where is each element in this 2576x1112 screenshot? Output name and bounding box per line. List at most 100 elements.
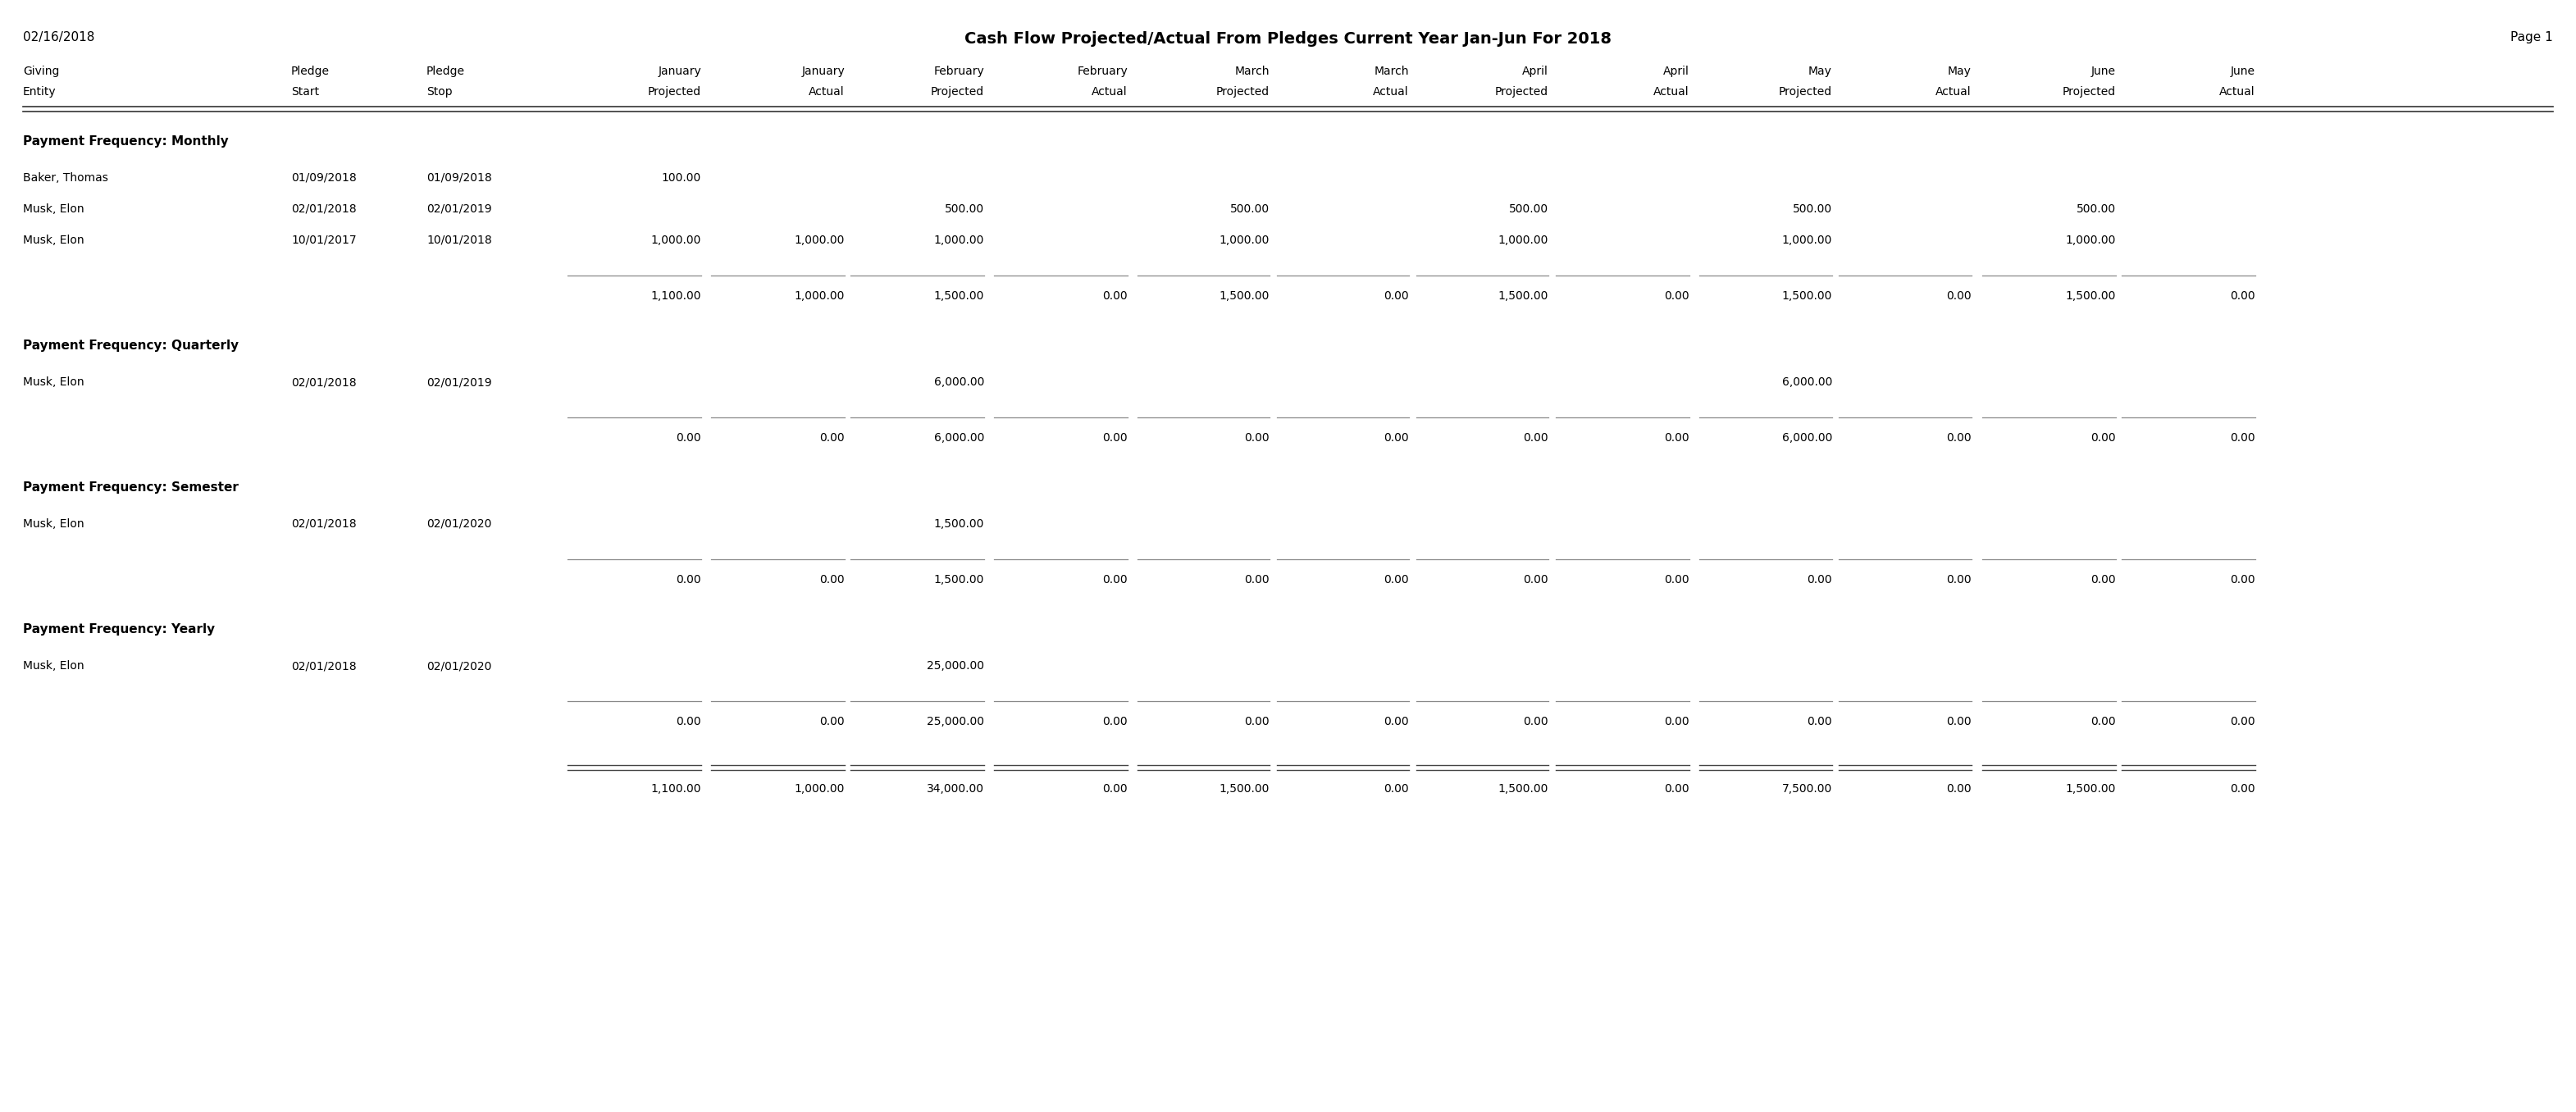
Text: 0.00: 0.00 [1522,574,1548,586]
Text: 500.00: 500.00 [1793,203,1832,215]
Text: Stop: Stop [428,86,453,98]
Text: 0.00: 0.00 [1947,574,1971,586]
Text: 1,000.00: 1,000.00 [1218,235,1270,246]
Text: Actual: Actual [2221,86,2257,98]
Text: 0.00: 0.00 [1383,574,1409,586]
Text: 0.00: 0.00 [675,716,701,727]
Text: 1,500.00: 1,500.00 [2066,290,2115,301]
Text: Musk, Elon: Musk, Elon [23,661,85,672]
Text: May: May [1947,66,1971,77]
Text: June: June [2092,66,2115,77]
Text: Actual: Actual [809,86,845,98]
Text: March: March [1373,66,1409,77]
Text: 01/09/2018: 01/09/2018 [291,172,355,183]
Text: 100.00: 100.00 [662,172,701,183]
Text: Projected: Projected [2063,86,2115,98]
Text: 02/01/2020: 02/01/2020 [428,661,492,672]
Text: 1,000.00: 1,000.00 [935,235,984,246]
Text: 1,500.00: 1,500.00 [1218,290,1270,301]
Text: 1,500.00: 1,500.00 [935,290,984,301]
Text: 1,000.00: 1,000.00 [652,235,701,246]
Text: 0.00: 0.00 [2231,290,2257,301]
Text: 02/01/2019: 02/01/2019 [428,376,492,388]
Text: 0.00: 0.00 [1244,716,1270,727]
Text: 0.00: 0.00 [1664,433,1690,444]
Text: 1,100.00: 1,100.00 [652,783,701,795]
Text: 0.00: 0.00 [1664,783,1690,795]
Text: February: February [933,66,984,77]
Text: 0.00: 0.00 [1664,716,1690,727]
Text: 0.00: 0.00 [2092,716,2115,727]
Text: 500.00: 500.00 [945,203,984,215]
Text: 0.00: 0.00 [1103,574,1128,586]
Text: January: January [801,66,845,77]
Text: 02/16/2018: 02/16/2018 [23,31,95,43]
Text: 1,500.00: 1,500.00 [1499,290,1548,301]
Text: 0.00: 0.00 [1383,290,1409,301]
Text: Musk, Elon: Musk, Elon [23,235,85,246]
Text: 02/01/2018: 02/01/2018 [291,661,355,672]
Text: June: June [2231,66,2257,77]
Text: 1,500.00: 1,500.00 [935,574,984,586]
Text: Payment Frequency: Quarterly: Payment Frequency: Quarterly [23,339,240,351]
Text: Payment Frequency: Monthly: Payment Frequency: Monthly [23,136,229,148]
Text: 0.00: 0.00 [2231,574,2257,586]
Text: Start: Start [291,86,319,98]
Text: 0.00: 0.00 [819,716,845,727]
Text: 500.00: 500.00 [1231,203,1270,215]
Text: January: January [657,66,701,77]
Text: 25,000.00: 25,000.00 [927,716,984,727]
Text: 1,000.00: 1,000.00 [793,235,845,246]
Text: 0.00: 0.00 [2231,433,2257,444]
Text: 0.00: 0.00 [2231,716,2257,727]
Text: Actual: Actual [1935,86,1971,98]
Text: 0.00: 0.00 [1806,574,1832,586]
Text: 02/01/2018: 02/01/2018 [291,518,355,529]
Text: 0.00: 0.00 [1383,433,1409,444]
Text: February: February [1077,66,1128,77]
Text: Musk, Elon: Musk, Elon [23,376,85,388]
Text: 7,500.00: 7,500.00 [1783,783,1832,795]
Text: Pledge: Pledge [428,66,466,77]
Text: 6,000.00: 6,000.00 [1783,376,1832,388]
Text: Payment Frequency: Semester: Payment Frequency: Semester [23,481,240,494]
Text: 0.00: 0.00 [1522,433,1548,444]
Text: 0.00: 0.00 [1103,290,1128,301]
Text: 0.00: 0.00 [675,433,701,444]
Text: Musk, Elon: Musk, Elon [23,203,85,215]
Text: Projected: Projected [930,86,984,98]
Text: 0.00: 0.00 [2092,574,2115,586]
Text: Projected: Projected [1780,86,1832,98]
Text: Entity: Entity [23,86,57,98]
Text: 6,000.00: 6,000.00 [935,376,984,388]
Text: 0.00: 0.00 [1103,783,1128,795]
Text: Payment Frequency: Yearly: Payment Frequency: Yearly [23,623,214,636]
Text: 25,000.00: 25,000.00 [927,661,984,672]
Text: Baker, Thomas: Baker, Thomas [23,172,108,183]
Text: 0.00: 0.00 [2092,433,2115,444]
Text: 0.00: 0.00 [1947,433,1971,444]
Text: 0.00: 0.00 [1947,716,1971,727]
Text: 1,500.00: 1,500.00 [2066,783,2115,795]
Text: Projected: Projected [1216,86,1270,98]
Text: 34,000.00: 34,000.00 [927,783,984,795]
Text: Pledge: Pledge [291,66,330,77]
Text: 0.00: 0.00 [1947,290,1971,301]
Text: 6,000.00: 6,000.00 [1783,433,1832,444]
Text: 500.00: 500.00 [2076,203,2115,215]
Text: May: May [1808,66,1832,77]
Text: March: March [1234,66,1270,77]
Text: 0.00: 0.00 [819,433,845,444]
Text: 02/01/2018: 02/01/2018 [291,376,355,388]
Text: 0.00: 0.00 [1664,574,1690,586]
Text: 0.00: 0.00 [1244,433,1270,444]
Text: 0.00: 0.00 [2231,783,2257,795]
Text: 0.00: 0.00 [1383,716,1409,727]
Text: 1,000.00: 1,000.00 [1783,235,1832,246]
Text: Actual: Actual [1092,86,1128,98]
Text: April: April [1664,66,1690,77]
Text: 02/01/2019: 02/01/2019 [428,203,492,215]
Text: 0.00: 0.00 [1244,574,1270,586]
Text: 0.00: 0.00 [1103,716,1128,727]
Text: 10/01/2017: 10/01/2017 [291,235,355,246]
